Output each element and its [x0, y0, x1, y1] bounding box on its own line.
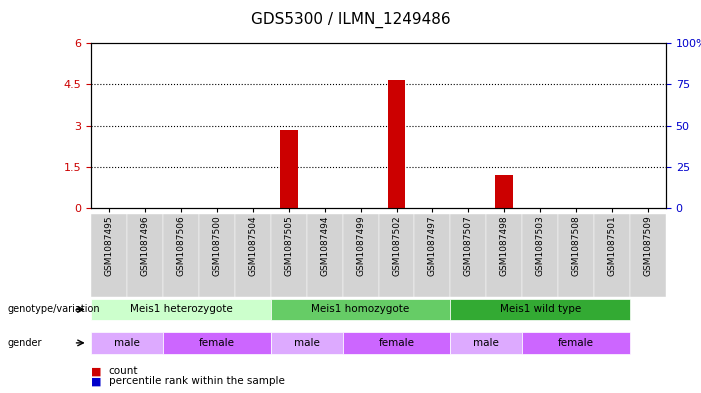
Text: male: male: [294, 338, 320, 348]
Text: Meis1 heterozygote: Meis1 heterozygote: [130, 305, 232, 314]
Text: Meis1 homozygote: Meis1 homozygote: [311, 305, 409, 314]
Text: Meis1 wild type: Meis1 wild type: [500, 305, 581, 314]
Text: female: female: [379, 338, 414, 348]
Text: genotype/variation: genotype/variation: [7, 305, 100, 314]
Text: gender: gender: [7, 338, 41, 348]
Text: male: male: [473, 338, 499, 348]
Text: count: count: [109, 366, 138, 376]
Text: female: female: [558, 338, 594, 348]
Bar: [496, 175, 513, 208]
Text: ■: ■: [91, 366, 102, 376]
Text: percentile rank within the sample: percentile rank within the sample: [109, 376, 285, 386]
Text: ■: ■: [91, 376, 102, 386]
Text: male: male: [114, 338, 140, 348]
Bar: [280, 130, 298, 208]
Bar: [388, 81, 405, 208]
Text: GDS5300 / ILMN_1249486: GDS5300 / ILMN_1249486: [251, 12, 450, 28]
Text: female: female: [199, 338, 235, 348]
